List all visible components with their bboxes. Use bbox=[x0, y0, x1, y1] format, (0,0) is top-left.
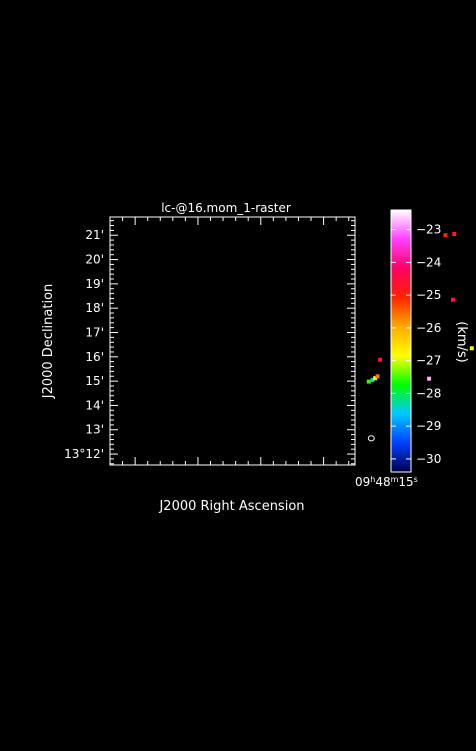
x-axis-label: J2000 Right Ascension bbox=[158, 499, 304, 514]
data-pixel bbox=[375, 374, 380, 379]
y-tick-label: 13°12' bbox=[64, 447, 104, 461]
data-pixels bbox=[366, 232, 474, 384]
y-tick-label: 17' bbox=[85, 326, 104, 340]
data-pixel bbox=[378, 357, 383, 362]
data-pixel bbox=[469, 346, 474, 351]
colorbar-label: (km/s) bbox=[454, 321, 469, 363]
y-tick-label: 19' bbox=[85, 277, 104, 291]
colorbar-tick-label: −26 bbox=[416, 321, 441, 335]
plot-frame bbox=[109, 216, 356, 466]
beam-ellipse bbox=[367, 435, 375, 442]
data-pixel bbox=[451, 297, 455, 302]
data-pixel bbox=[443, 233, 448, 238]
y-tick-label: 15' bbox=[85, 374, 104, 388]
y-tick-labels: 21' 20' 19' 18' 17' 16' 15' 14' 13' 13°12' bbox=[64, 228, 104, 461]
y-tick-label: 13' bbox=[85, 423, 104, 437]
colorbar-tick-label: −29 bbox=[416, 419, 441, 433]
y-tick-label: 20' bbox=[85, 253, 104, 267]
y-tick-label: 21' bbox=[85, 228, 104, 242]
colorbar-tick-label: −23 bbox=[416, 223, 441, 237]
colorbar-tick-label: −25 bbox=[416, 288, 441, 302]
colorbar-tick-label: −24 bbox=[416, 255, 441, 269]
chart-title: lc-@16.mom_1-raster bbox=[161, 201, 291, 215]
colorbar bbox=[390, 209, 412, 473]
data-pixel bbox=[370, 377, 375, 382]
colorbar-tick-label: −27 bbox=[416, 354, 441, 368]
colorbar-tick-label: −28 bbox=[416, 386, 441, 400]
y-tick-label: 14' bbox=[85, 398, 104, 412]
axis-ticks bbox=[109, 217, 355, 465]
colorbar-tick-label: −30 bbox=[416, 452, 441, 466]
beam-marker bbox=[367, 435, 375, 442]
y-tick-label: 16' bbox=[85, 350, 104, 364]
y-axis-label: J2000 Declination bbox=[41, 284, 56, 400]
colorbar-tick-labels: −23 −24 −25 −26 −27 −28 −29 −30 bbox=[416, 223, 441, 466]
y-tick-label: 18' bbox=[85, 301, 104, 315]
data-pixel bbox=[373, 376, 378, 381]
data-pixel bbox=[366, 379, 371, 384]
data-pixel bbox=[427, 376, 432, 381]
x-tick-labels: 09h48m15s00s47m50s40s bbox=[355, 475, 418, 490]
x-tick-label: 09h48m15s bbox=[355, 475, 418, 490]
data-pixel bbox=[452, 232, 457, 236]
colorbar-ticks bbox=[391, 229, 411, 460]
